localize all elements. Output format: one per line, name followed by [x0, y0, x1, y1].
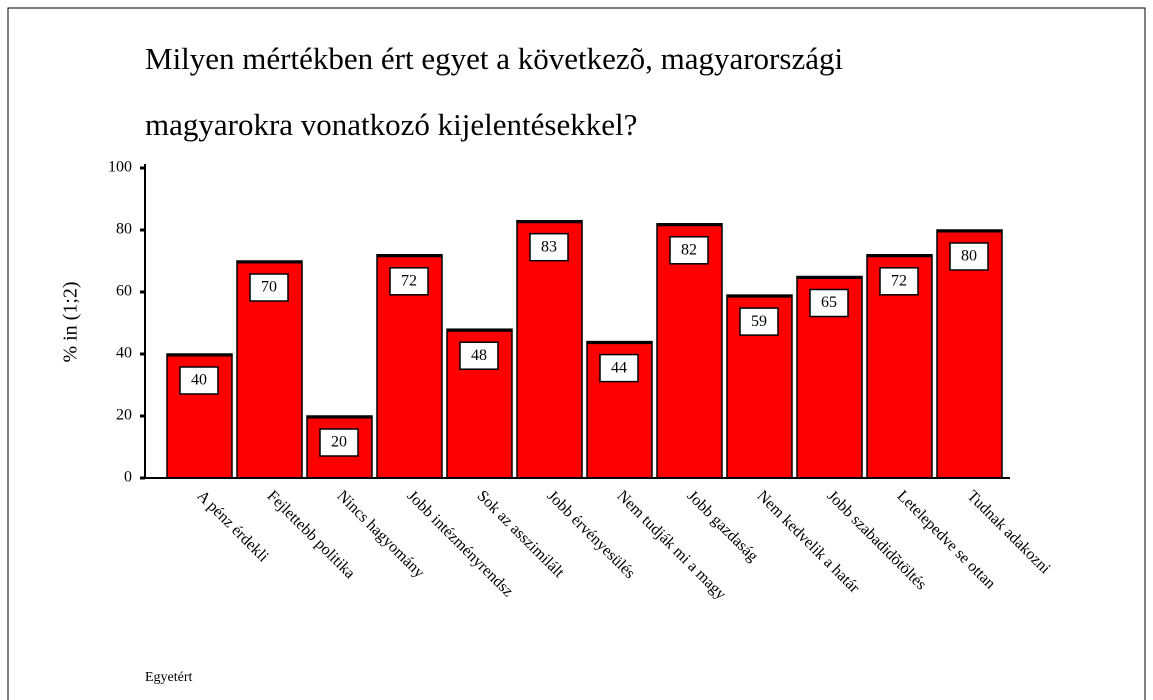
value-label-box — [179, 366, 219, 395]
value-label: 59 — [751, 313, 767, 330]
value-label-box — [529, 232, 569, 262]
value-label-box — [319, 428, 359, 457]
y-tick-label: 40 — [116, 345, 132, 362]
value-label: 20 — [331, 434, 347, 451]
value-label-box — [249, 273, 289, 302]
value-label-box — [739, 307, 779, 336]
value-label: 65 — [821, 294, 837, 311]
y-tick-label: 20 — [116, 407, 132, 424]
value-label: 82 — [681, 241, 697, 258]
x-tick-label: A pénz érdekli — [194, 487, 272, 565]
value-label-box — [599, 353, 639, 383]
value-label: 72 — [891, 272, 907, 289]
x-tick-label: Jobb gazdaság — [684, 487, 762, 565]
value-label-box — [389, 267, 429, 296]
y-tick-label: 0 — [124, 469, 132, 486]
value-label: 83 — [541, 238, 557, 255]
chart-title: Milyen mértékben ért egyet a következõ, … — [145, 41, 843, 76]
y-tick-label: 60 — [116, 283, 132, 300]
value-label-box — [669, 236, 709, 265]
y-tick-label: 100 — [108, 159, 132, 176]
value-label: 70 — [261, 279, 277, 296]
value-label-box — [949, 242, 989, 271]
value-label: 72 — [401, 272, 417, 289]
bar — [936, 229, 1003, 479]
chart-title: magyarokra vonatkozó kijelentésekkel? — [145, 107, 637, 142]
value-label: 40 — [191, 372, 207, 389]
value-label: 48 — [471, 347, 487, 364]
bar — [656, 223, 723, 479]
bar — [306, 415, 373, 479]
footnote: Egyetért — [145, 670, 193, 685]
value-label: 80 — [961, 248, 977, 265]
y-axis-label: % in (1;2) — [60, 281, 82, 362]
y-tick-label: 80 — [116, 221, 132, 238]
value-label-box — [809, 288, 849, 318]
value-label-box — [879, 267, 919, 296]
value-label-box — [459, 341, 499, 370]
value-label: 44 — [611, 359, 627, 376]
frame — [7, 7, 1146, 700]
